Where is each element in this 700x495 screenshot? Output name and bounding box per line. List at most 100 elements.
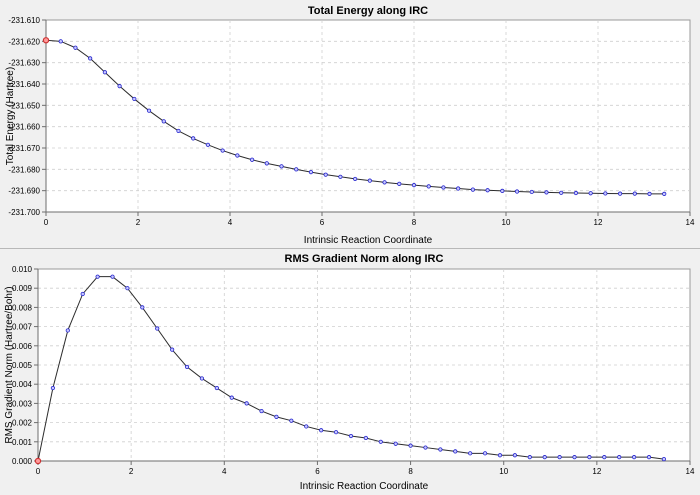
data-point[interactable] (497, 453, 503, 458)
data-point[interactable] (542, 455, 547, 460)
data-point[interactable] (482, 451, 488, 456)
x-tick-label: 12 (594, 218, 603, 227)
data-point[interactable] (191, 136, 196, 141)
y-tick-label: 0.002 (12, 419, 33, 428)
data-point[interactable] (470, 187, 475, 192)
data-point[interactable] (80, 291, 85, 297)
data-point[interactable] (50, 385, 56, 391)
data-point[interactable] (456, 186, 461, 191)
x-tick-label: 10 (502, 218, 511, 227)
data-point[interactable] (338, 174, 343, 179)
y-tick-label: 0.008 (12, 303, 33, 312)
data-point[interactable] (279, 164, 284, 169)
data-point[interactable] (95, 274, 100, 279)
data-point[interactable] (294, 167, 299, 172)
data-point[interactable] (512, 453, 517, 458)
data-point[interactable] (572, 455, 577, 460)
data-point[interactable] (88, 56, 93, 61)
data-point[interactable] (426, 184, 431, 189)
data-point[interactable] (587, 455, 592, 460)
x-tick-label: 14 (686, 467, 695, 476)
data-point[interactable] (214, 385, 219, 391)
gradient-chart-panel: RMS Gradient Norm along IRC 0 2 4 6 8 10 12 14 0.… (0, 249, 700, 495)
data-point[interactable] (102, 70, 107, 75)
data-point[interactable] (393, 441, 398, 446)
data-point[interactable] (205, 142, 211, 147)
data-point[interactable] (559, 190, 564, 195)
data-point[interactable] (441, 185, 446, 190)
data-point[interactable] (155, 326, 160, 331)
data-point[interactable] (646, 455, 652, 460)
data-point[interactable] (544, 190, 549, 195)
data-point[interactable] (527, 455, 532, 460)
data-point[interactable] (323, 172, 328, 177)
data-point[interactable] (274, 414, 279, 419)
data-point[interactable] (500, 188, 505, 193)
data-point[interactable] (235, 153, 240, 158)
data-point[interactable] (110, 274, 115, 279)
data-point[interactable] (308, 170, 314, 175)
data-point[interactable] (453, 449, 458, 454)
data-point[interactable] (661, 456, 667, 462)
data-point[interactable] (161, 119, 166, 124)
selected-data-point[interactable] (42, 37, 50, 44)
data-point[interactable] (602, 455, 607, 460)
data-point[interactable] (588, 191, 593, 196)
data-point[interactable] (603, 191, 608, 196)
data-point[interactable] (514, 189, 520, 194)
data-point[interactable] (117, 84, 122, 89)
data-point[interactable] (132, 96, 137, 102)
data-point[interactable] (146, 108, 152, 113)
y-axis-label: Total Energy (Hartree) (5, 67, 16, 165)
y-tick-label: -231.660 (8, 123, 40, 132)
data-point[interactable] (289, 418, 294, 423)
data-point[interactable] (249, 157, 255, 162)
y-tick-label: 0.010 (12, 265, 33, 274)
data-point[interactable] (378, 439, 383, 444)
data-point[interactable] (382, 180, 387, 185)
data-point[interactable] (244, 401, 249, 406)
data-point[interactable] (397, 181, 402, 186)
data-point[interactable] (220, 148, 225, 153)
data-point[interactable] (348, 433, 354, 439)
data-point[interactable] (319, 428, 324, 433)
data-point[interactable] (125, 286, 130, 291)
data-point[interactable] (264, 161, 269, 166)
x-tick-label: 14 (686, 218, 695, 227)
data-point[interactable] (557, 455, 562, 460)
data-point[interactable] (411, 183, 417, 188)
y-tick-label: 0.000 (12, 457, 33, 466)
y-tick-label: -231.670 (8, 144, 40, 153)
data-point[interactable] (468, 451, 473, 456)
data-point[interactable] (632, 191, 637, 196)
data-point[interactable] (423, 445, 428, 450)
data-point[interactable] (573, 190, 579, 196)
data-point[interactable] (485, 188, 490, 193)
data-point[interactable] (662, 191, 667, 196)
selected-data-point[interactable] (34, 457, 42, 465)
data-point[interactable] (408, 443, 413, 448)
data-point[interactable] (333, 430, 339, 435)
data-point[interactable] (529, 189, 534, 195)
data-point[interactable] (632, 455, 637, 460)
data-point[interactable] (304, 424, 309, 429)
y-tick-label: -231.630 (8, 59, 40, 68)
data-point[interactable] (229, 395, 234, 400)
data-point[interactable] (647, 191, 652, 196)
data-point[interactable] (617, 455, 622, 460)
data-point[interactable] (140, 305, 145, 310)
data-point[interactable] (184, 364, 190, 370)
data-point[interactable] (353, 176, 358, 182)
x-tick-label: 0 (36, 467, 41, 476)
data-point[interactable] (176, 128, 181, 134)
data-point[interactable] (199, 376, 205, 381)
data-point[interactable] (617, 191, 623, 196)
data-point[interactable] (367, 178, 372, 183)
data-point[interactable] (73, 45, 78, 50)
data-point[interactable] (438, 447, 443, 452)
data-point[interactable] (65, 328, 70, 333)
data-point[interactable] (58, 39, 63, 44)
data-point[interactable] (363, 435, 368, 441)
data-point[interactable] (259, 408, 264, 414)
data-point[interactable] (170, 347, 175, 352)
